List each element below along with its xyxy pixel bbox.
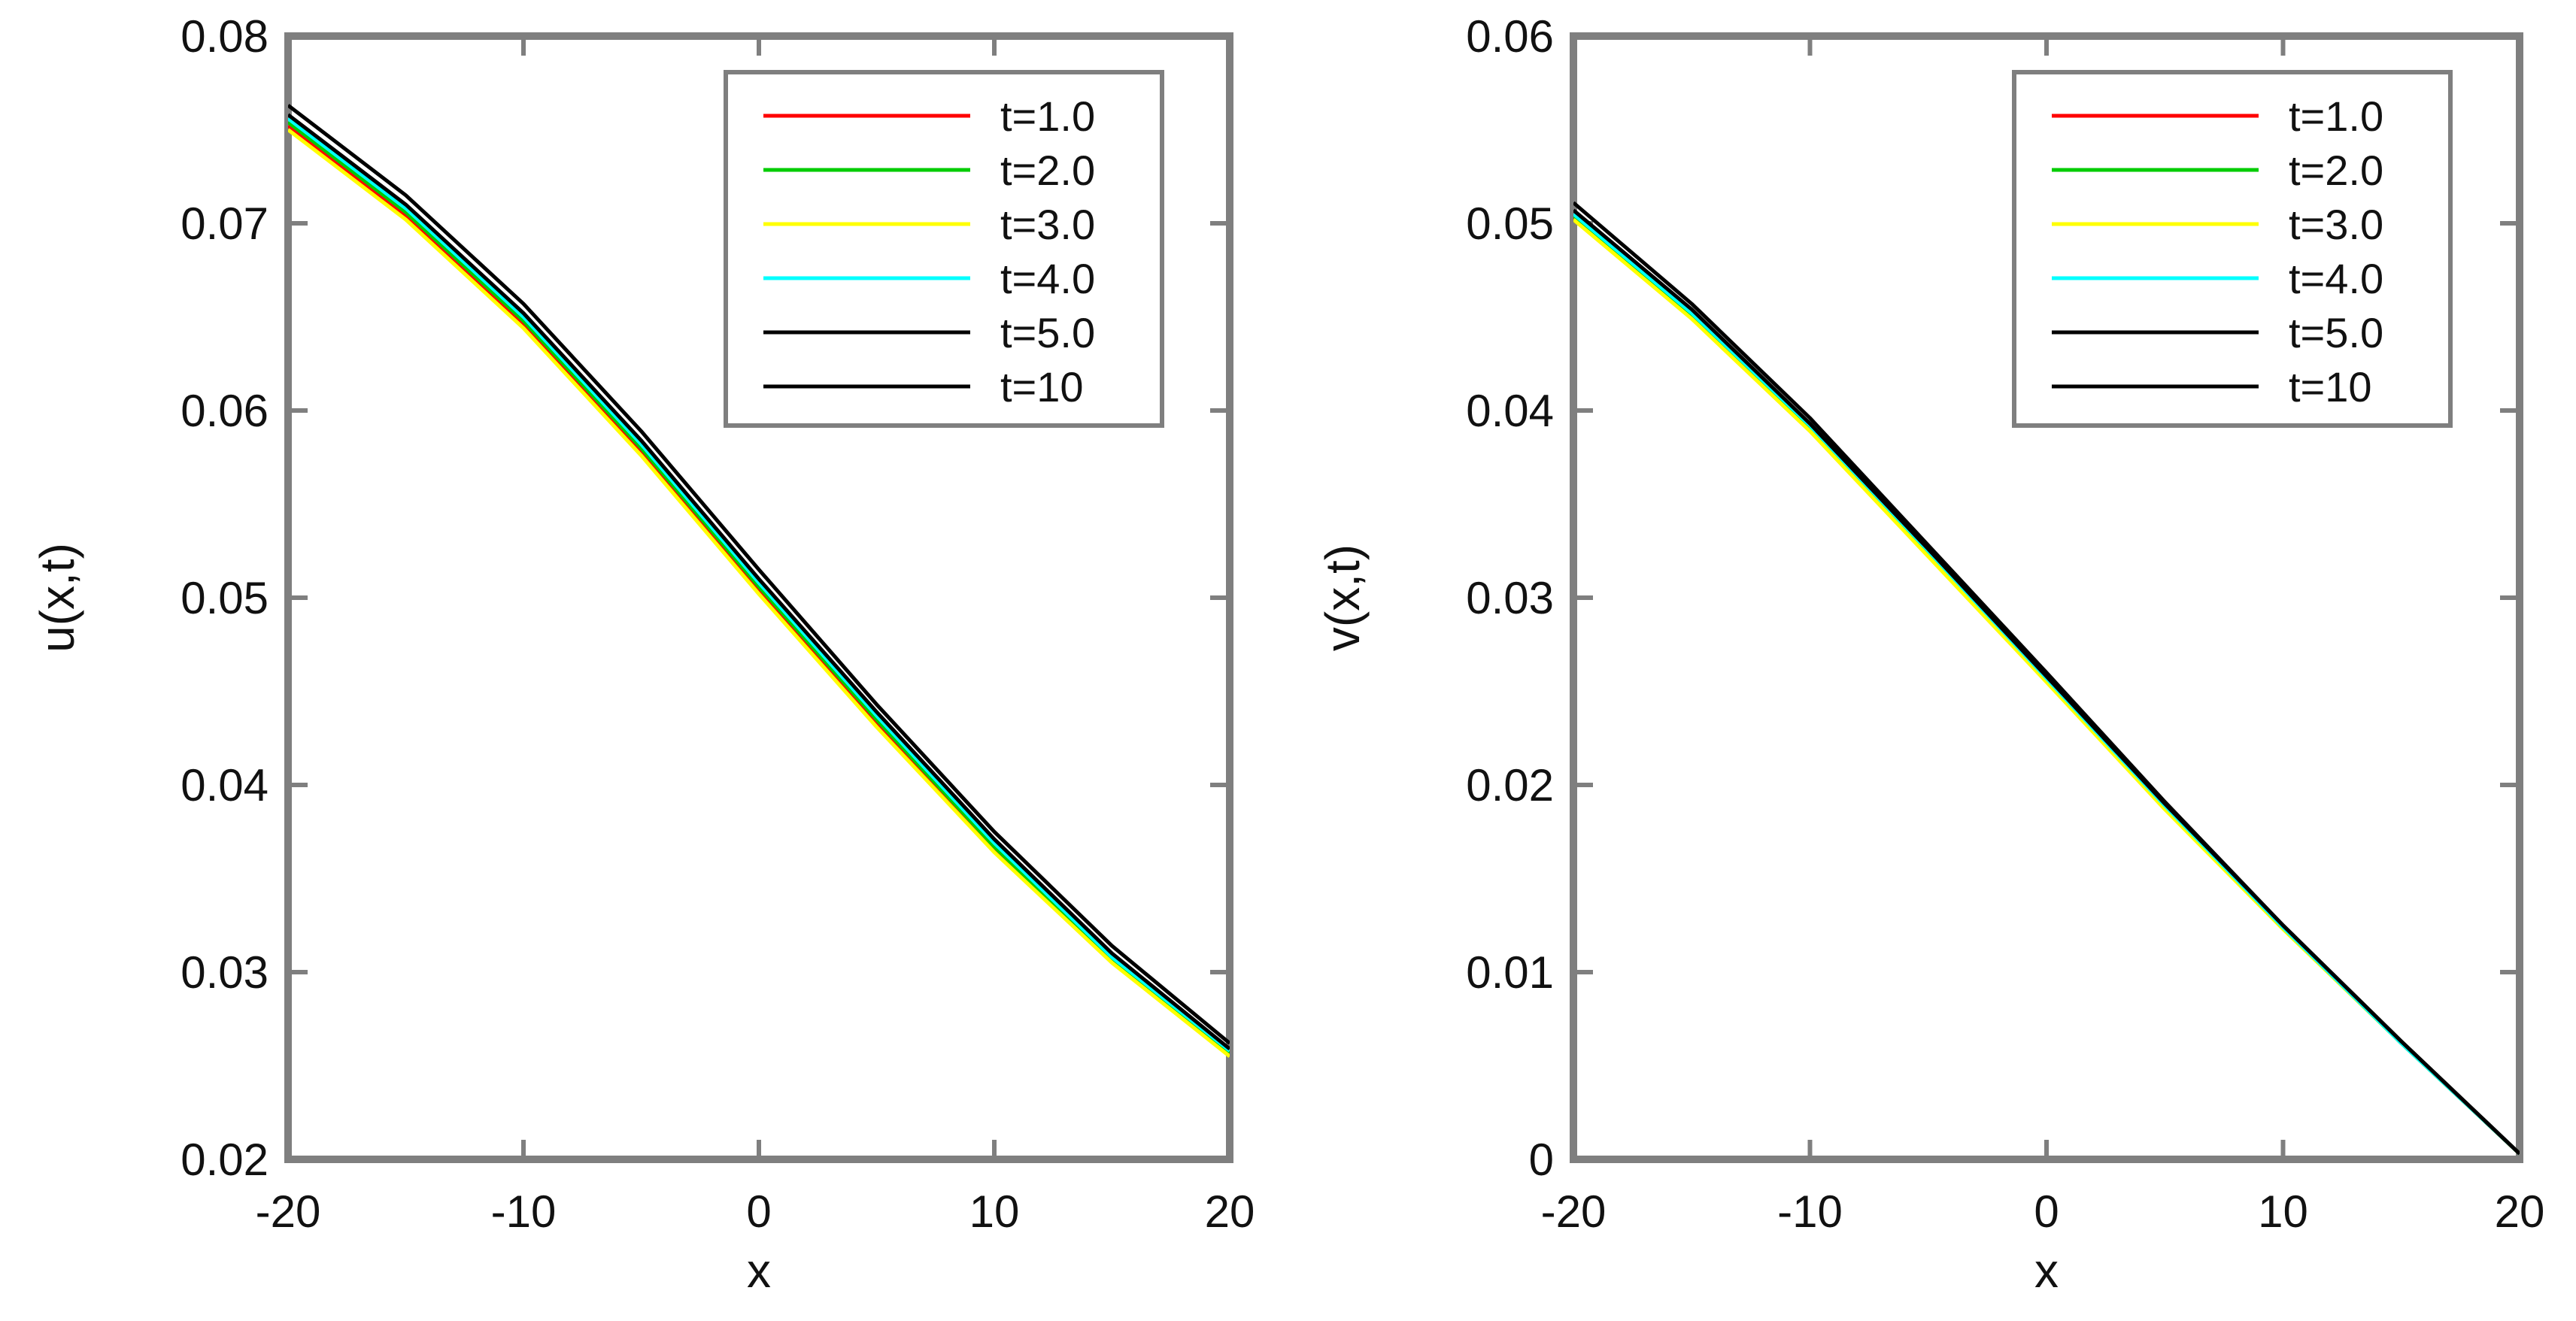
plot-v-ytick-label: 0.06: [1466, 11, 1554, 62]
plot-v-legend-label-1: t=1.0: [2289, 92, 2383, 140]
plot-v: -20 -10 0 10 20 0 0.01 0.02 0.03 0.04 0.05 0.06 x v…: [1315, 11, 2544, 1298]
plot-v-xtick-label: -20: [1541, 1186, 1607, 1237]
plot-u-legend-label-5: t=5.0: [1000, 309, 1095, 356]
plot-v-ytick-label: 0.03: [1466, 573, 1554, 623]
plot-v-legend-label-2: t=2.0: [2289, 147, 2383, 194]
plot-u-legend-label-6: t=10: [1000, 363, 1084, 411]
plot-v-ytick-label: 0.04: [1466, 386, 1554, 436]
plot-v-legend-box: [2012, 70, 2453, 428]
plot-v-legend-label-5: t=5.0: [2289, 309, 2383, 356]
plot-u-xtick-label: 10: [969, 1186, 1020, 1237]
plot-u-legend-label-4: t=4.0: [1000, 255, 1095, 302]
plot-u-ytick-label: 0.08: [181, 11, 269, 62]
plot-u-ytick-label: 0.05: [181, 573, 269, 623]
plot-v-xlabel: x: [2034, 1244, 2059, 1298]
plot-u-xtick-label: -20: [256, 1186, 321, 1237]
plot-u: -20 -10 0 10 200.020.030.040.050.060.070.08 …: [30, 11, 1255, 1298]
plot-u-legend-label-2: t=2.0: [1000, 147, 1095, 194]
plot-u-xtick-label: -10: [491, 1186, 557, 1237]
plot-u-series-line-5: [288, 113, 1230, 1051]
plot-u-ytick-label: 0.06: [181, 386, 269, 436]
plot-u-series-line-6: [288, 104, 1230, 1045]
plot-v-legend-label-6: t=10: [2289, 363, 2372, 411]
plot-v-xtick-label: 0: [2034, 1186, 2059, 1237]
plot-v-ytick-label: 0: [1529, 1135, 1554, 1185]
plot-u-series-line-3: [288, 128, 1230, 1058]
plot-v-legend: t=1.0 t=2.0 t=3.0 t=4.0 t=5.0 t=10: [2012, 70, 2453, 428]
plot-u-xlabel: x: [747, 1244, 771, 1298]
plot-u-legend: t=1.0 t=2.0 t=3.0 t=4.0 t=5.0 t=10: [724, 70, 1164, 428]
plot-u-ytick-label: 0.07: [181, 198, 269, 249]
plot-u-xtick-label: 20: [1205, 1186, 1255, 1237]
plot-u-ytick-label: 0.04: [181, 760, 269, 810]
plot-u-ytick-label: 0.03: [181, 947, 269, 998]
plot-v-xtick-label: 10: [2258, 1186, 2308, 1237]
plot-u-legend-label-1: t=1.0: [1000, 92, 1095, 140]
plot-u-xtick-label: 0: [746, 1186, 771, 1237]
plot-v-ytick-label: 0.01: [1466, 947, 1554, 998]
plot-v-legend-label-3: t=3.0: [2289, 201, 2383, 248]
plot-v-xtick-label: -10: [1777, 1186, 1843, 1237]
plot-v-ylabel: v(x,t): [1315, 544, 1370, 651]
plot-u-legend-label-3: t=3.0: [1000, 201, 1095, 248]
plot-v-legend-label-4: t=4.0: [2289, 255, 2383, 302]
plot-u-ylabel: u(x,t): [30, 543, 84, 653]
plot-u-legend-box: [724, 70, 1164, 428]
plot-v-ytick-label: 0.05: [1466, 198, 1554, 249]
plot-v-series-line-6: [1573, 201, 2520, 1156]
plot-u-ytick-label: 0.02: [181, 1135, 269, 1185]
plot-u-series-line-4: [288, 117, 1230, 1053]
plot-v-xtick-label: 20: [2495, 1186, 2545, 1237]
plot-v-ytick-label: 0.02: [1466, 760, 1554, 810]
